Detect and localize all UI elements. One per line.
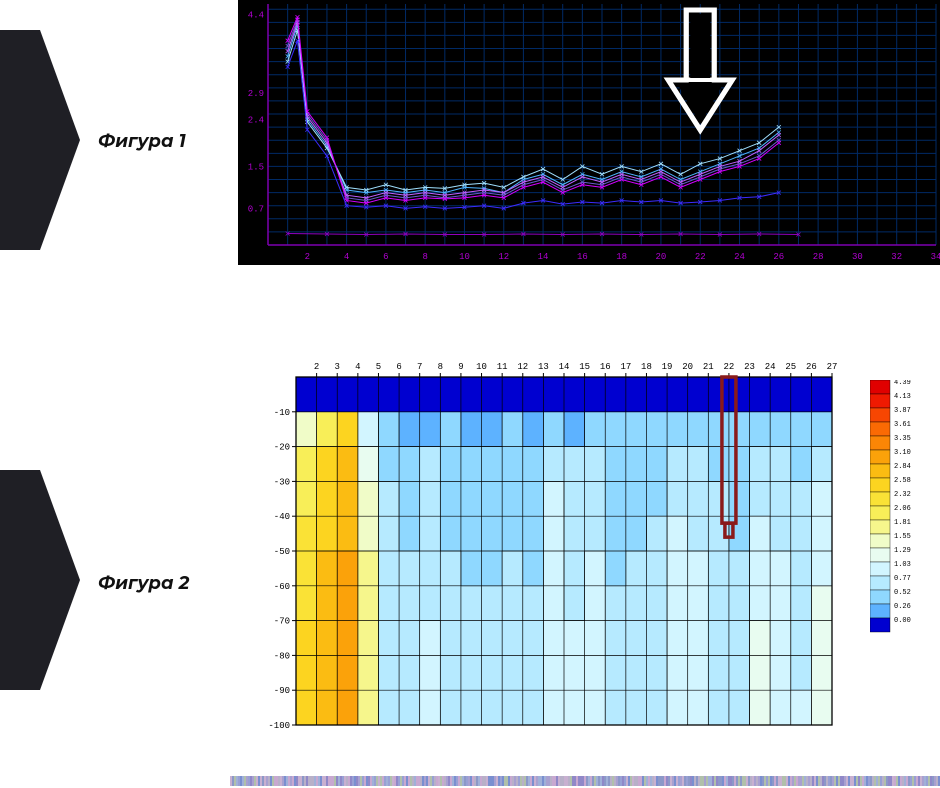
svg-text:-60: -60 [274, 582, 290, 592]
svg-text:2.84: 2.84 [894, 463, 911, 471]
svg-text:0.7: 0.7 [248, 204, 264, 214]
svg-text:9: 9 [458, 362, 463, 372]
svg-text:3.10: 3.10 [894, 449, 911, 457]
svg-text:-80: -80 [274, 651, 290, 661]
footer-strip [230, 773, 940, 783]
svg-text:3: 3 [335, 362, 340, 372]
svg-text:7: 7 [417, 362, 422, 372]
svg-text:-30: -30 [274, 477, 290, 487]
svg-text:22: 22 [695, 252, 706, 262]
svg-text:18: 18 [616, 252, 627, 262]
svg-text:5: 5 [376, 362, 381, 372]
svg-text:-10: -10 [274, 408, 290, 418]
svg-text:0.00: 0.00 [894, 617, 911, 625]
svg-text:13: 13 [538, 362, 549, 372]
fig2-contour: 2345678910111213141516171819202122232425… [258, 355, 838, 735]
svg-text:2: 2 [305, 252, 310, 262]
svg-text:21: 21 [703, 362, 714, 372]
svg-text:4: 4 [344, 252, 349, 262]
svg-text:27: 27 [827, 362, 838, 372]
svg-text:15: 15 [579, 362, 590, 372]
svg-text:0.26: 0.26 [894, 603, 911, 611]
decor-arrow-1 [0, 30, 80, 250]
svg-text:-100: -100 [268, 721, 290, 731]
svg-text:24: 24 [765, 362, 776, 372]
svg-text:2.58: 2.58 [894, 477, 911, 485]
svg-text:34: 34 [931, 252, 940, 262]
svg-text:4.4: 4.4 [248, 10, 264, 20]
fig1-chart: 2468101214161820222426283032340.71.52.42… [238, 0, 940, 265]
svg-text:17: 17 [620, 362, 631, 372]
svg-text:6: 6 [396, 362, 401, 372]
svg-text:2.32: 2.32 [894, 491, 911, 499]
fig2-colorbar: 4.39 4.13 3.87 3.61 3.35 3.10 2.84 2.58 2.32 2.06… [870, 380, 930, 680]
svg-text:20: 20 [656, 252, 667, 262]
svg-text:11: 11 [497, 362, 508, 372]
svg-text:12: 12 [498, 252, 509, 262]
svg-text:4.39: 4.39 [894, 380, 911, 387]
svg-text:-50: -50 [274, 547, 290, 557]
svg-text:12: 12 [517, 362, 528, 372]
svg-text:6: 6 [383, 252, 388, 262]
svg-text:2.4: 2.4 [248, 115, 264, 125]
svg-text:3.87: 3.87 [894, 407, 911, 415]
fig1-label: Фигура 1 [98, 130, 186, 152]
svg-text:-70: -70 [274, 617, 290, 627]
svg-text:16: 16 [600, 362, 611, 372]
svg-text:-40: -40 [274, 512, 290, 522]
svg-text:24: 24 [734, 252, 745, 262]
svg-text:2.06: 2.06 [894, 505, 911, 513]
svg-text:-20: -20 [274, 443, 290, 453]
svg-text:4.13: 4.13 [894, 393, 911, 401]
svg-text:10: 10 [459, 252, 470, 262]
svg-text:28: 28 [813, 252, 824, 262]
svg-text:1.5: 1.5 [248, 162, 264, 172]
svg-text:26: 26 [773, 252, 784, 262]
svg-text:3.35: 3.35 [894, 435, 911, 443]
svg-text:4: 4 [355, 362, 360, 372]
fig2-label: Фигура 2 [98, 572, 189, 594]
svg-text:0.77: 0.77 [894, 575, 911, 583]
svg-text:-90: -90 [274, 686, 290, 696]
svg-text:0.52: 0.52 [894, 589, 911, 597]
svg-text:20: 20 [682, 362, 693, 372]
svg-text:16: 16 [577, 252, 588, 262]
svg-text:1.55: 1.55 [894, 533, 911, 541]
svg-text:1.29: 1.29 [894, 547, 911, 555]
svg-text:8: 8 [438, 362, 443, 372]
svg-text:10: 10 [476, 362, 487, 372]
svg-text:32: 32 [891, 252, 902, 262]
svg-text:14: 14 [559, 362, 570, 372]
svg-text:23: 23 [744, 362, 755, 372]
decor-arrow-2 [0, 470, 80, 690]
svg-text:22: 22 [724, 362, 735, 372]
svg-text:1.03: 1.03 [894, 561, 911, 569]
svg-text:1.81: 1.81 [894, 519, 911, 527]
svg-text:30: 30 [852, 252, 863, 262]
svg-text:2: 2 [314, 362, 319, 372]
svg-text:8: 8 [422, 252, 427, 262]
svg-text:26: 26 [806, 362, 817, 372]
svg-text:18: 18 [641, 362, 652, 372]
svg-text:25: 25 [785, 362, 796, 372]
svg-text:14: 14 [538, 252, 549, 262]
svg-text:19: 19 [662, 362, 673, 372]
svg-text:3.61: 3.61 [894, 421, 911, 429]
svg-text:2.9: 2.9 [248, 89, 264, 99]
